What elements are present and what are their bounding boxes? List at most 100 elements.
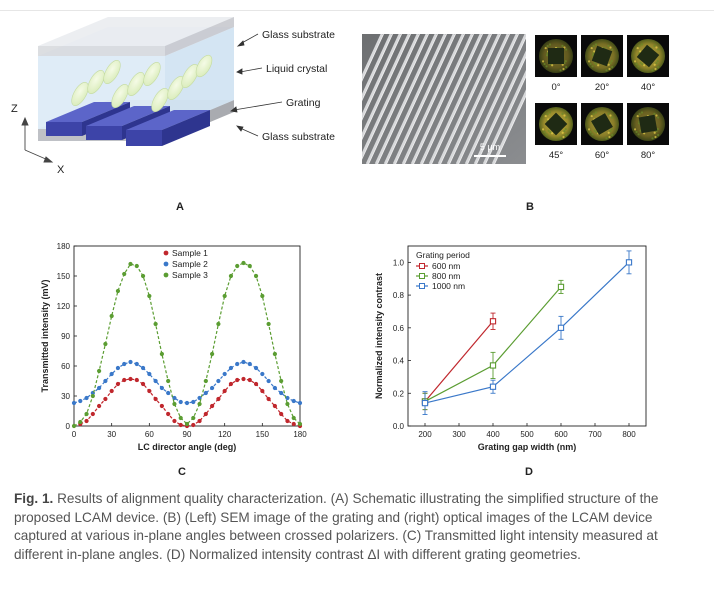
- data-point: [84, 418, 89, 424]
- data-point: [291, 398, 296, 404]
- optical-speckle: [639, 50, 642, 53]
- panel-b-images: 5 μm 0° 20° 40° 45° 60° 80°: [362, 34, 672, 168]
- axis-x-label: X: [57, 164, 65, 176]
- grating-bars: [46, 102, 210, 146]
- optical-speckle: [589, 130, 592, 134]
- optical-speckle: [611, 116, 614, 119]
- data-point: [216, 396, 221, 402]
- data-point: [247, 263, 252, 269]
- optical-speckle: [610, 59, 613, 63]
- data-point: [147, 388, 152, 394]
- legend-marker: [419, 283, 425, 289]
- optical-speckle: [591, 133, 594, 136]
- optical-speckle: [609, 114, 612, 117]
- label-top-glass: Glass substrate: [262, 29, 335, 41]
- x-tick-label: 90: [183, 430, 192, 439]
- optical-speckle: [611, 48, 614, 51]
- data-point: [421, 399, 429, 407]
- lc-molecules: [71, 54, 213, 112]
- data-point: [172, 395, 177, 401]
- grating-line-highlight: [404, 34, 465, 164]
- legend-marker: [163, 261, 169, 267]
- x-tick-label: 200: [418, 430, 432, 439]
- optical-speckle: [655, 61, 658, 65]
- data-point: [115, 365, 121, 371]
- data-point: [235, 263, 240, 269]
- data-point: [191, 399, 196, 405]
- optical-speckle: [543, 62, 546, 66]
- optical-speckle: [609, 46, 612, 49]
- grating-line-highlight: [458, 34, 519, 164]
- optical-speckle: [597, 64, 600, 67]
- grating-line-highlight: [395, 34, 456, 164]
- y-tick-label: 0.0: [393, 422, 405, 431]
- panel-c-chart: 0 30 60 90 120 150 180 0 30 60 90 120 150 180 LC direc…: [34, 236, 314, 458]
- optical-speckle: [564, 127, 567, 131]
- data-point: [222, 293, 227, 299]
- optical-speckle: [640, 111, 644, 114]
- data-point: [253, 365, 259, 371]
- optical-speckle: [565, 48, 568, 51]
- legend-marker: [163, 272, 169, 278]
- optical-speckle: [636, 46, 639, 50]
- optical-speckle: [590, 46, 593, 50]
- optical-speckle: [544, 46, 547, 50]
- angle-label: 80°: [641, 150, 656, 161]
- x-tick-label: 180: [293, 430, 307, 439]
- device-schematic: Glass substrate Liquid crystal Grating G…: [11, 17, 335, 176]
- data-point: [84, 411, 89, 417]
- grating-line: [362, 34, 384, 81]
- optical-speckle: [592, 44, 595, 48]
- caption-lead: Fig. 1.: [14, 491, 54, 506]
- optical-speckle: [549, 131, 552, 134]
- data-point: [90, 411, 95, 417]
- grating-line-highlight: [485, 75, 526, 164]
- data-point: [210, 403, 215, 409]
- grating-line-highlight: [362, 34, 402, 121]
- data-point: [228, 365, 234, 371]
- grating-line-highlight: [494, 95, 526, 164]
- data-point: [153, 378, 158, 384]
- x-tick-label: 500: [520, 430, 534, 439]
- optical-speckle: [607, 112, 610, 115]
- data-point: [557, 324, 565, 331]
- grating-line-highlight: [449, 34, 510, 164]
- data-point: [122, 271, 127, 277]
- optical-speckle: [565, 116, 568, 119]
- optical-speckle: [637, 65, 640, 68]
- scale-bar-label: 5 μm: [480, 142, 500, 152]
- optical-speckle: [545, 65, 548, 68]
- x-tick-label: 600: [554, 430, 568, 439]
- data-point: [216, 321, 221, 327]
- optical-speckle: [608, 135, 611, 139]
- data-point: [203, 411, 208, 417]
- optical-speckle: [563, 114, 566, 117]
- data-point: [489, 318, 497, 325]
- data-point: [122, 361, 127, 367]
- data-point: [210, 385, 215, 391]
- optical-speckle: [563, 129, 566, 133]
- figure-caption: Fig. 1. Results of alignment quality cha…: [14, 490, 704, 564]
- optical-speckle: [564, 59, 567, 63]
- top-glass-top: [38, 17, 234, 46]
- x-tick-label: 400: [486, 430, 500, 439]
- data-point: [191, 422, 196, 428]
- optical-speckle: [546, 52, 549, 55]
- x-tick-label: 30: [107, 430, 116, 439]
- grating-line: [419, 34, 483, 164]
- data-point: [159, 351, 164, 357]
- optical-speckle: [561, 131, 564, 134]
- optical-speckle: [562, 135, 565, 139]
- series-line-3: [424, 261, 630, 404]
- data-point: [241, 376, 246, 382]
- grating-line-highlight: [467, 36, 526, 164]
- data-point: [128, 376, 133, 382]
- optical-speckle: [611, 65, 614, 69]
- optical-speckle: [593, 61, 596, 64]
- y-tick-label: 30: [61, 392, 70, 401]
- optical-speckle: [653, 131, 656, 134]
- legend-title: Grating period: [416, 250, 470, 260]
- axis-indicator: [21, 116, 54, 163]
- optical-speckle: [653, 63, 656, 66]
- data-point: [109, 371, 114, 377]
